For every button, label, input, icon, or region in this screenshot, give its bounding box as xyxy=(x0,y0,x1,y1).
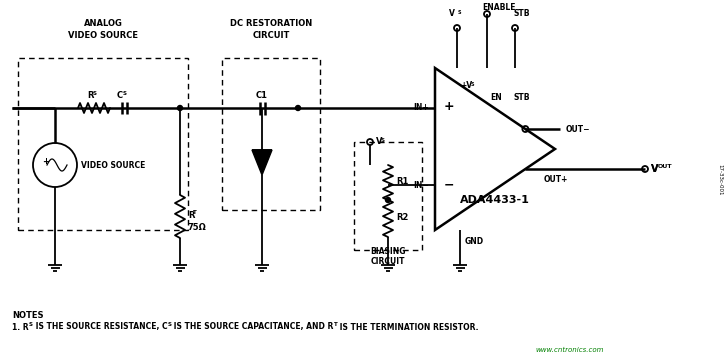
Text: T: T xyxy=(334,323,338,328)
Text: GND: GND xyxy=(465,238,484,247)
Text: VIDEO SOURCE: VIDEO SOURCE xyxy=(81,161,145,170)
Text: BIASING: BIASING xyxy=(370,248,406,256)
Bar xyxy=(354,142,422,250)
Text: CIRCUIT: CIRCUIT xyxy=(253,31,290,40)
Text: R2: R2 xyxy=(396,213,408,222)
Text: +: + xyxy=(444,100,454,113)
Text: 75Ω: 75Ω xyxy=(188,224,207,233)
Bar xyxy=(222,58,320,210)
Text: IS THE SOURCE RESISTANCE, C: IS THE SOURCE RESISTANCE, C xyxy=(33,323,167,332)
Circle shape xyxy=(177,105,182,111)
Text: IN+: IN+ xyxy=(413,104,429,112)
Text: ENABLE: ENABLE xyxy=(482,4,515,13)
Text: S: S xyxy=(123,91,127,96)
Text: V: V xyxy=(449,9,455,18)
Text: +V: +V xyxy=(460,81,472,90)
Text: C1: C1 xyxy=(256,91,268,100)
Text: OUT−: OUT− xyxy=(566,125,590,134)
Text: STB: STB xyxy=(513,94,529,103)
Text: V: V xyxy=(651,164,658,174)
Text: ADA4433-1: ADA4433-1 xyxy=(460,195,530,205)
Text: C: C xyxy=(117,91,123,100)
Text: +: + xyxy=(43,158,49,166)
Text: IS THE SOURCE CAPACITANCE, AND R: IS THE SOURCE CAPACITANCE, AND R xyxy=(171,323,334,332)
Text: ANALOG: ANALOG xyxy=(83,19,123,28)
Text: EN: EN xyxy=(490,94,502,103)
Text: T: T xyxy=(193,210,197,215)
Text: www.cntronics.com: www.cntronics.com xyxy=(535,347,603,353)
Text: −: − xyxy=(444,179,454,192)
Text: 17-33c-001: 17-33c-001 xyxy=(717,164,722,196)
Text: S: S xyxy=(381,138,385,143)
Polygon shape xyxy=(252,150,272,175)
Text: R: R xyxy=(188,211,195,220)
Text: IS THE TERMINATION RESISTOR.: IS THE TERMINATION RESISTOR. xyxy=(338,323,479,332)
Text: STB: STB xyxy=(513,9,529,18)
Bar xyxy=(18,58,188,230)
Text: DC RESTORATION: DC RESTORATION xyxy=(230,19,312,28)
Text: V: V xyxy=(376,138,383,147)
Text: IN−: IN− xyxy=(413,180,429,189)
Text: S: S xyxy=(167,323,171,328)
Text: R1: R1 xyxy=(396,177,408,186)
Text: S: S xyxy=(93,91,97,96)
Circle shape xyxy=(386,198,391,202)
Text: S: S xyxy=(458,9,462,14)
Text: CIRCUIT: CIRCUIT xyxy=(371,257,405,266)
Text: V: V xyxy=(651,164,658,174)
Text: S: S xyxy=(471,81,475,86)
Text: OUT+: OUT+ xyxy=(543,175,568,184)
Text: S: S xyxy=(28,323,33,328)
Text: R: R xyxy=(86,91,93,100)
Text: NOTES: NOTES xyxy=(12,310,44,320)
Text: 1. R: 1. R xyxy=(12,323,28,332)
Text: OUT: OUT xyxy=(658,163,672,168)
Circle shape xyxy=(295,105,301,111)
Text: VIDEO SOURCE: VIDEO SOURCE xyxy=(68,31,138,40)
